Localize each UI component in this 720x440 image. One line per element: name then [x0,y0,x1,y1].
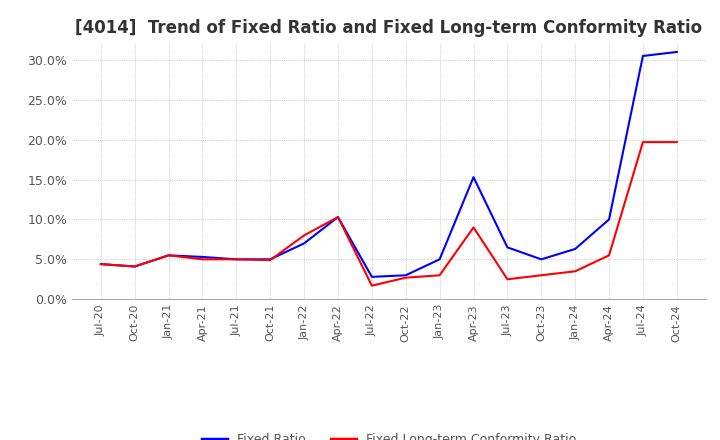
Fixed Ratio [571,246,580,252]
Line: Fixed Ratio: Fixed Ratio [101,52,677,277]
Fixed Long-term Conformity Ratio [96,261,105,267]
Fixed Ratio [198,254,207,260]
Fixed Long-term Conformity Ratio [639,139,647,145]
Fixed Ratio [537,257,546,262]
Fixed Long-term Conformity Ratio [402,275,410,280]
Fixed Long-term Conformity Ratio [605,253,613,258]
Legend: Fixed Ratio, Fixed Long-term Conformity Ratio: Fixed Ratio, Fixed Long-term Conformity … [197,428,581,440]
Fixed Long-term Conformity Ratio [266,257,274,263]
Fixed Ratio [402,273,410,278]
Fixed Ratio [232,257,240,262]
Fixed Long-term Conformity Ratio [333,214,342,220]
Fixed Long-term Conformity Ratio [469,225,478,230]
Fixed Long-term Conformity Ratio [537,273,546,278]
Fixed Long-term Conformity Ratio [300,233,308,238]
Fixed Ratio [164,253,173,258]
Line: Fixed Long-term Conformity Ratio: Fixed Long-term Conformity Ratio [101,142,677,286]
Fixed Ratio [96,261,105,267]
Fixed Ratio [469,175,478,180]
Fixed Ratio [672,49,681,55]
Fixed Long-term Conformity Ratio [130,264,139,269]
Fixed Ratio [300,241,308,246]
Fixed Ratio [266,257,274,262]
Fixed Long-term Conformity Ratio [436,273,444,278]
Fixed Ratio [367,274,376,279]
Fixed Long-term Conformity Ratio [164,253,173,258]
Fixed Ratio [605,217,613,222]
Fixed Ratio [333,214,342,220]
Fixed Long-term Conformity Ratio [503,277,512,282]
Fixed Long-term Conformity Ratio [571,269,580,274]
Fixed Long-term Conformity Ratio [198,257,207,262]
Fixed Long-term Conformity Ratio [232,257,240,262]
Title: [4014]  Trend of Fixed Ratio and Fixed Long-term Conformity Ratio: [4014] Trend of Fixed Ratio and Fixed Lo… [75,19,703,37]
Fixed Ratio [503,245,512,250]
Fixed Ratio [130,264,139,269]
Fixed Ratio [639,53,647,59]
Fixed Long-term Conformity Ratio [367,283,376,288]
Fixed Ratio [436,257,444,262]
Fixed Long-term Conformity Ratio [672,139,681,145]
